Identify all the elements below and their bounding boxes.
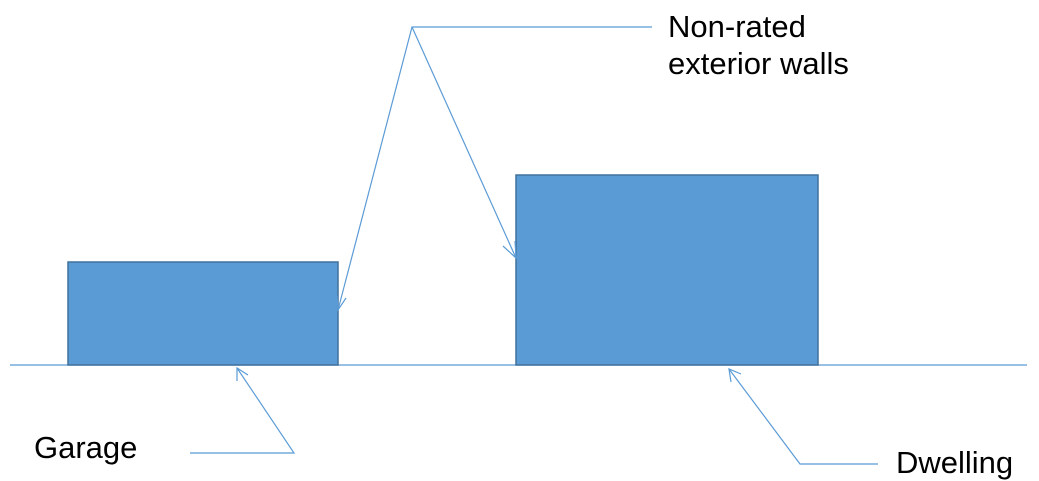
walls-callout-leader: [336, 26, 652, 312]
dwelling-box: [515, 174, 819, 366]
arrowhead-garage-wall: [336, 295, 347, 312]
walls-label-line-1: Non-rated: [668, 9, 806, 44]
garage-label: Garage: [34, 430, 138, 465]
walls-label-line-2: exterior walls: [668, 46, 849, 81]
arrowhead-dwelling-wall: [502, 240, 517, 260]
non-rated-exterior-walls-label: Non-rated exterior walls: [668, 8, 849, 82]
dwelling-label: Dwelling: [896, 445, 1014, 480]
arrowhead-dwelling: [728, 368, 742, 383]
garage-leader-line: [190, 367, 296, 454]
walls-leader-to-dwelling: [411, 26, 517, 259]
dwelling-leader-line: [728, 368, 878, 465]
garage-callout-leader: [190, 366, 296, 454]
dwelling-callout-leader: [728, 368, 878, 465]
garage-box: [67, 261, 339, 366]
arrowhead-garage: [236, 366, 249, 381]
